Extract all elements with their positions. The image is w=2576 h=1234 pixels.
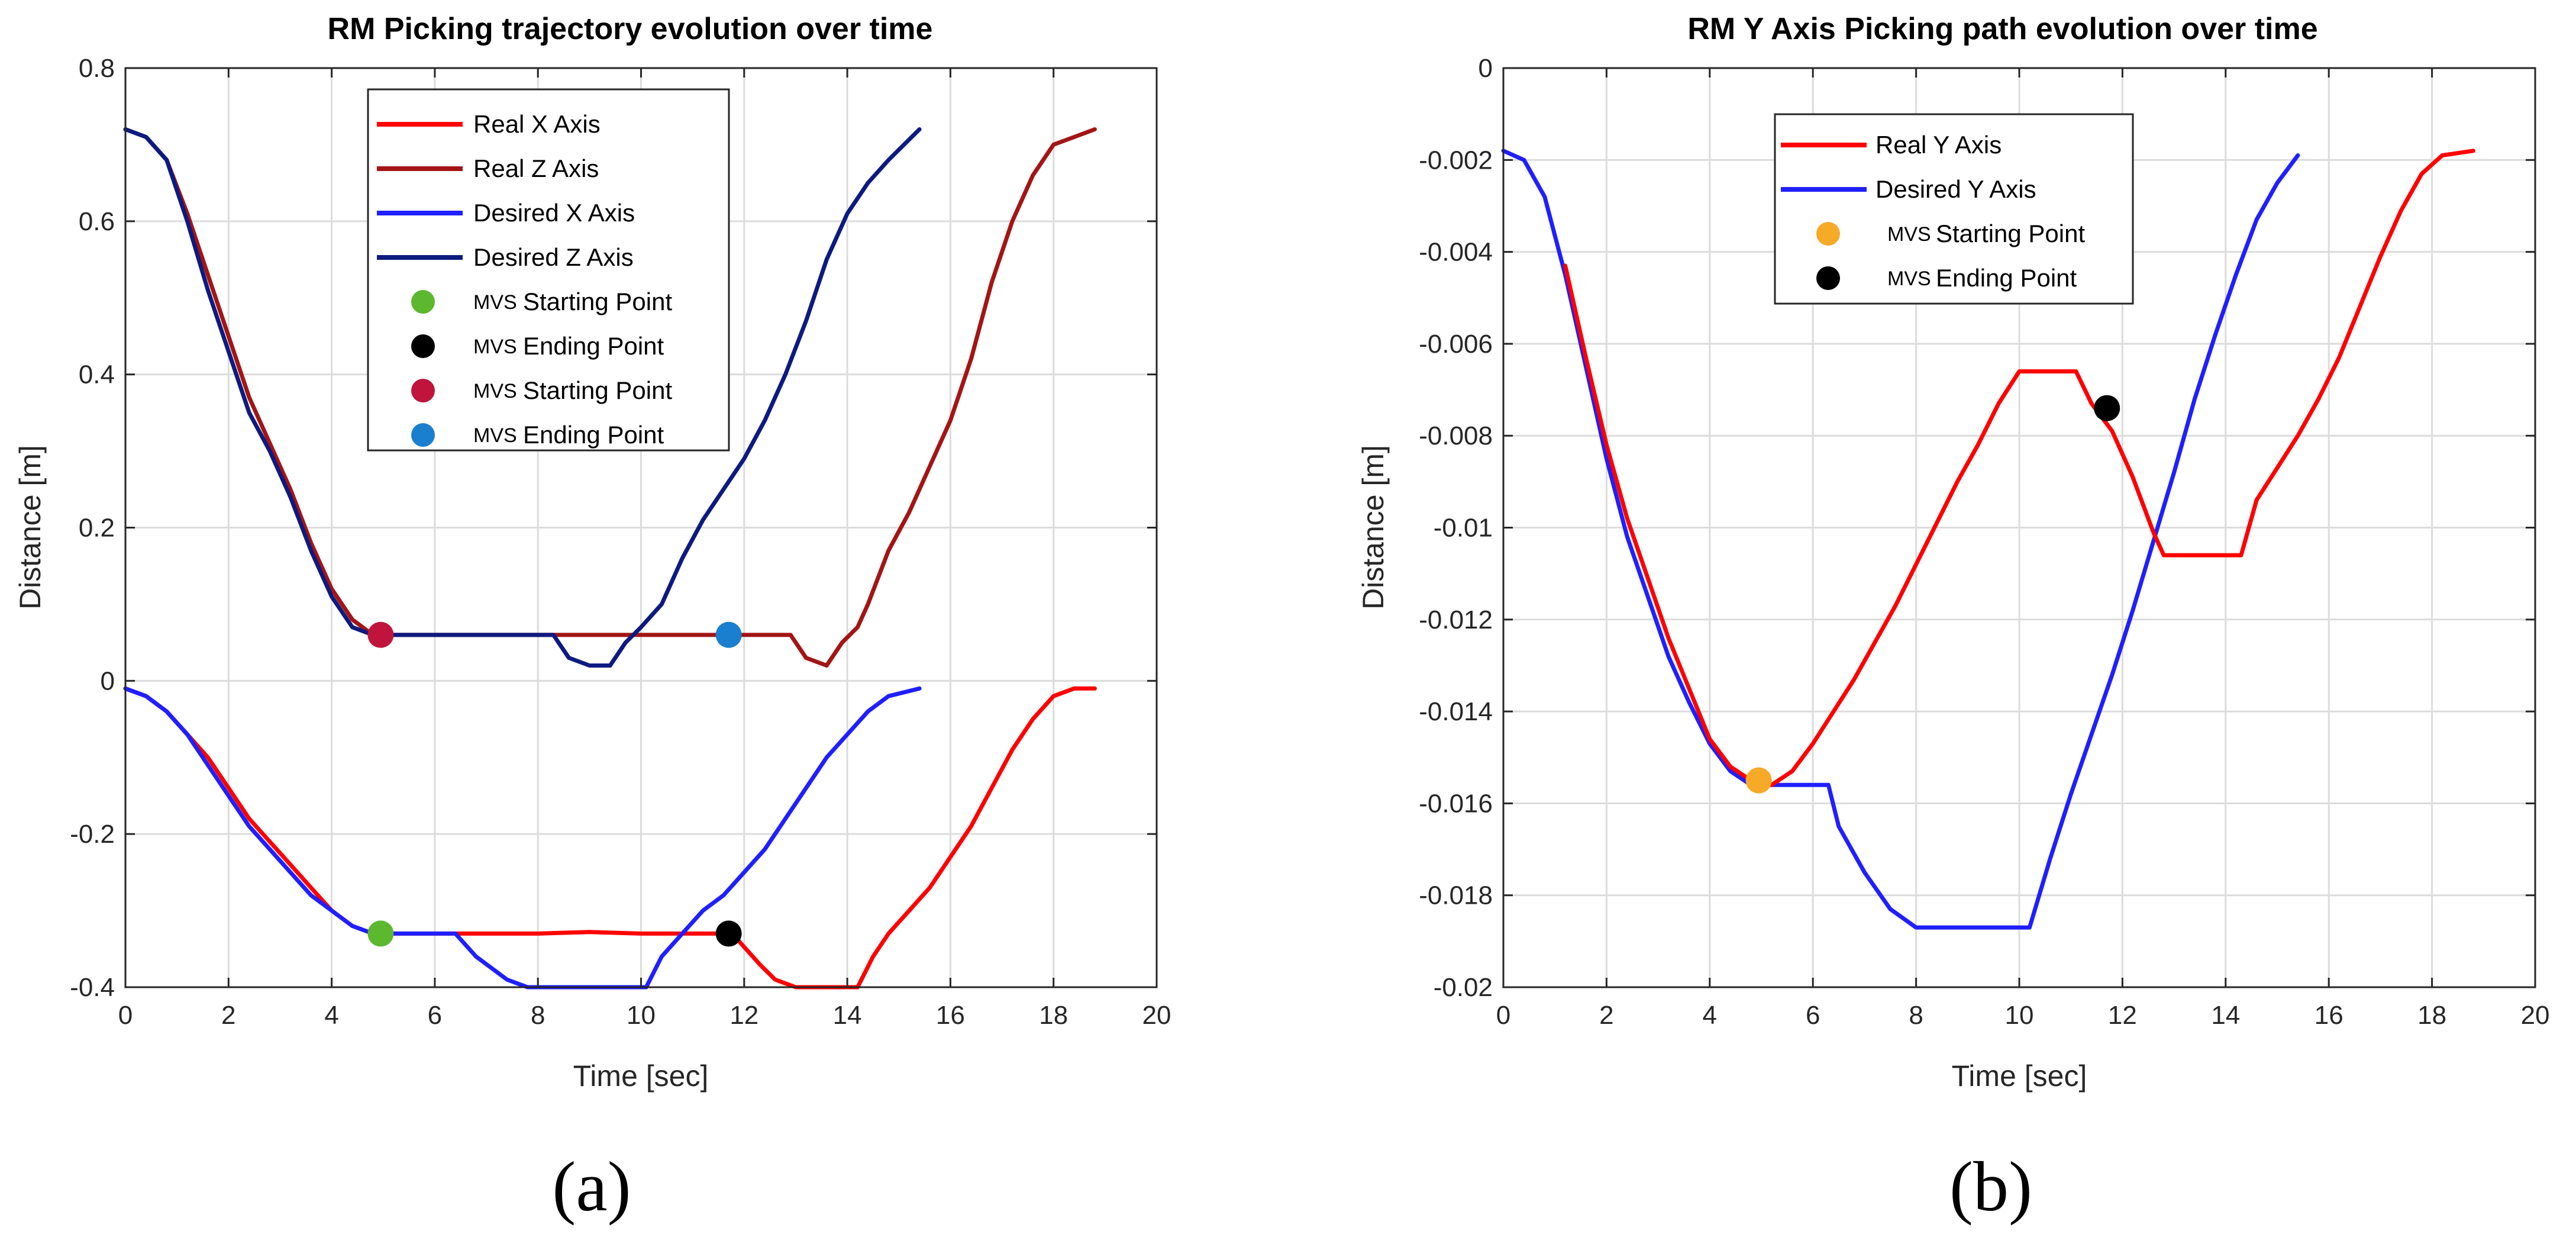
chart-a-legend-label-7: Ending Point [523, 421, 664, 449]
chart-a-plot [123, 127, 1097, 990]
chart-a-legend-label-1: Real Z Axis [473, 154, 599, 182]
chart-a-xtick-label-0: 0 [118, 1001, 133, 1030]
chart-a-xtick-label-8: 16 [936, 1001, 965, 1030]
chart-a-legend-prefix-7: MVS [473, 424, 517, 447]
chart-b-ytick-label-10: 0 [1479, 54, 1493, 83]
chart-b-ytick-label-6: -0.008 [1419, 421, 1493, 450]
chart-b-ylabel: Distance [m] [1357, 445, 1390, 610]
chart-a-ytick-label-4: 0.4 [79, 360, 115, 389]
chart-b-xtick-label-9: 18 [2417, 1001, 2446, 1030]
chart-a-xtick-label-3: 6 [428, 1001, 442, 1030]
chart-b-ytick-label-2: -0.016 [1419, 789, 1493, 818]
chart-a-xtick-label-1: 2 [221, 1001, 235, 1030]
chart-a-marker-2 [367, 920, 394, 947]
chart-a-ytick-label-3: 0.2 [79, 514, 115, 543]
chart-b-ytick-label-7: -0.006 [1419, 330, 1493, 359]
chart-b-xtick-label-2: 4 [1703, 1001, 1717, 1030]
chart-b-series-real-y-axis [1563, 149, 2475, 787]
chart-b-xtick-label-3: 6 [1806, 1001, 1820, 1030]
chart-b-ytick-label-8: -0.004 [1419, 238, 1493, 267]
chart-a-xlabel: Time [sec] [573, 1059, 709, 1093]
chart-a-legend-marker-4 [411, 290, 435, 314]
chart-a-xtick-label-4: 8 [531, 1001, 545, 1030]
chart-b-ytick-label-0: -0.02 [1434, 973, 1493, 1002]
chart-a-xtick-label-5: 10 [627, 1001, 656, 1030]
chart-b-legend: Real Y Axis Desired Y Axis MVS Starting Poi… [1774, 113, 2134, 305]
chart-a-marker-3 [715, 920, 742, 947]
chart-a-xtick-label-6: 12 [729, 1001, 758, 1030]
chart-a-series-desired-z-axis [123, 127, 922, 668]
chart-a-legend-prefix-6: MVS [473, 380, 517, 402]
chart-a-ytick-label-2: 0 [101, 666, 115, 695]
chart-b-legend-label-2: Starting Point [1936, 220, 2085, 247]
chart-a-caption: (a) [552, 1147, 631, 1226]
chart-b-legend-label-0: Real Y Axis [1875, 131, 2002, 159]
chart-a-ylabel: Distance [m] [14, 445, 47, 610]
chart-b-xtick-label-8: 16 [2314, 1001, 2343, 1030]
chart-b-xtick-label-4: 8 [1909, 1001, 1923, 1030]
chart-b-legend-label-3: Ending Point [1936, 264, 2077, 292]
chart-b-legend-prefix-2: MVS [1887, 223, 1931, 246]
chart-panel-a: RM Picking trajectory evolution over tim… [14, 12, 1171, 1226]
chart-a-legend-label-6: Starting Point [523, 376, 672, 404]
chart-a-xtick-label-9: 18 [1039, 1001, 1068, 1030]
chart-b-ytick-label-1: -0.018 [1419, 881, 1493, 910]
chart-b-ytick-label-4: -0.012 [1419, 605, 1493, 634]
chart-b-title: RM Y Axis Picking path evolution over ti… [1687, 12, 2317, 46]
chart-b-ytick-label-9: -0.002 [1419, 146, 1493, 175]
chart-b-ytick-label-3: -0.014 [1419, 697, 1493, 726]
chart-b-legend-marker-2 [1816, 222, 1840, 246]
chart-a-legend-marker-6 [411, 379, 435, 402]
chart-a-marker-0 [367, 621, 394, 648]
chart-panel-b: RM Y Axis Picking path evolution over ti… [1357, 12, 2549, 1226]
chart-a-title: RM Picking trajectory evolution over tim… [328, 12, 933, 46]
chart-a-legend-label-0: Real X Axis [473, 110, 601, 138]
chart-b-xtick-label-6: 12 [2108, 1001, 2137, 1030]
chart-a-legend-marker-7 [411, 423, 435, 447]
chart-a-ticks: 0 2 4 6 8 10 12 14 16 18 20 -0.4 -0.2 0 0.2 0.4 0.6 0.8 [70, 54, 1171, 1030]
chart-a-legend-label-2: Desired X Axis [473, 199, 635, 227]
chart-a-series-desired-x-axis [123, 686, 922, 990]
chart-a-legend-label-4: Starting Point [523, 288, 672, 315]
chart-b-caption: (b) [1949, 1147, 2032, 1226]
chart-b-ytick-label-5: -0.01 [1434, 514, 1493, 543]
chart-b-legend-prefix-3: MVS [1887, 268, 1931, 290]
chart-a-xtick-label-10: 20 [1142, 1001, 1171, 1030]
chart-b-legend-label-1: Desired Y Axis [1875, 175, 2036, 203]
chart-a-legend-marker-5 [411, 334, 435, 358]
chart-b-xtick-label-0: 0 [1496, 1001, 1510, 1030]
chart-b-xlabel: Time [sec] [1952, 1059, 2087, 1093]
chart-b-plot [1501, 149, 2475, 930]
chart-a-legend-label-5: Ending Point [523, 332, 664, 360]
chart-a-ytick-label-6: 0.8 [79, 54, 115, 83]
chart-b-xtick-label-5: 10 [2005, 1001, 2034, 1030]
chart-a-xtick-label-2: 4 [324, 1001, 338, 1030]
chart-a-legend-prefix-4: MVS [473, 291, 517, 314]
chart-b-xtick-label-10: 20 [2521, 1001, 2550, 1030]
chart-b-ticks: 0 2 4 6 8 10 12 14 16 18 20 -0.02 -0.018 -0.016 -0.014… [1419, 54, 2549, 1030]
chart-b-marker-1 [2094, 395, 2120, 421]
chart-b-legend-marker-3 [1816, 266, 1840, 290]
chart-a-legend: Real X Axis Real Z Axis Desired X Axis Desi… [367, 88, 730, 452]
chart-a-marker-1 [715, 621, 742, 648]
chart-b-series-desired-y-axis [1501, 149, 2300, 930]
chart-a-legend-prefix-5: MVS [473, 336, 517, 358]
chart-b-xtick-label-1: 2 [1599, 1001, 1613, 1030]
chart-a-series-real-z-axis [123, 127, 1097, 668]
chart-b-marker-0 [1745, 767, 1772, 794]
chart-a-ytick-label-5: 0.6 [79, 207, 115, 236]
chart-a-legend-label-3: Desired Z Axis [473, 243, 634, 271]
chart-a-ytick-label-1: -0.2 [70, 820, 115, 849]
chart-a-ytick-label-0: -0.4 [70, 973, 115, 1002]
chart-b-xtick-label-7: 14 [2211, 1001, 2240, 1030]
chart-a-xtick-label-7: 14 [833, 1001, 862, 1030]
